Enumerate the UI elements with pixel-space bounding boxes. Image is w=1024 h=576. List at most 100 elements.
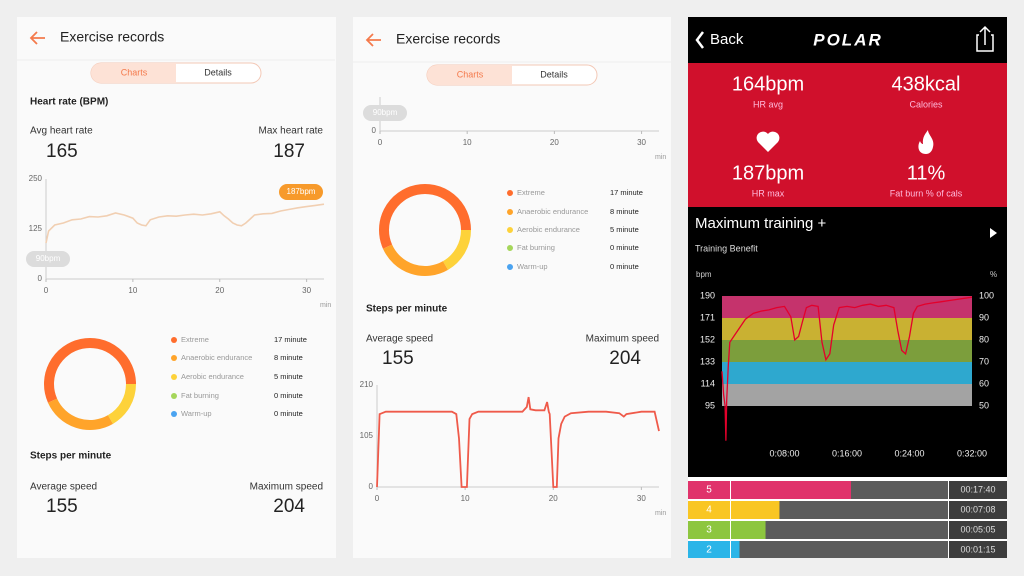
stat-value: 438kcal xyxy=(892,73,961,95)
legend-dot xyxy=(171,411,177,417)
stat-value: 155 xyxy=(382,348,414,369)
legend-dot xyxy=(507,245,513,251)
active-tab[interactable] xyxy=(91,63,176,83)
y2-axis-label: % xyxy=(990,270,997,279)
zone-time-cell xyxy=(949,501,1007,519)
zone-number: 5 xyxy=(706,485,712,496)
screen: Back POLAR 164bpm HR avg 438kcal Calories 187b… xyxy=(688,17,1007,558)
y2-tick-label: 100 xyxy=(979,290,994,300)
stat-label: Calories xyxy=(909,99,943,109)
y2-tick-label: 70 xyxy=(979,356,989,366)
y-tick-label: 114 xyxy=(701,378,715,388)
y2-tick-label: 80 xyxy=(979,334,989,344)
back-arrow[interactable] xyxy=(29,31,45,45)
back-button[interactable]: Back xyxy=(710,31,744,48)
legend-value: 5 minute xyxy=(274,372,303,381)
x-tick-label: 0:08:00 xyxy=(769,448,799,458)
y-tick-label: 95 xyxy=(705,400,715,410)
summary-bg xyxy=(688,63,1007,207)
x-tick-label: 0 xyxy=(378,138,383,147)
tab[interactable]: Details xyxy=(204,67,232,77)
y-axis-label: bpm xyxy=(696,270,712,279)
value-badge xyxy=(26,251,70,267)
legend-value: 17 minute xyxy=(274,335,307,344)
header-title: Exercise records xyxy=(396,31,500,47)
value-badge xyxy=(279,184,323,200)
legend-label: Warm-up xyxy=(517,262,548,271)
stat-label: Max heart rate xyxy=(259,126,324,137)
tab[interactable]: Charts xyxy=(121,67,148,77)
legend-dot xyxy=(171,374,177,380)
play-icon[interactable] xyxy=(990,228,997,238)
x-tick-label: 0:24:00 xyxy=(894,448,924,458)
stat-label: HR max xyxy=(752,188,785,198)
legend-value: 0 minute xyxy=(274,391,303,400)
x-tick-label: 30 xyxy=(302,286,311,295)
legend-label: Extreme xyxy=(517,188,545,197)
tab[interactable]: Details xyxy=(540,69,568,79)
x-tick-label: 20 xyxy=(549,494,558,503)
line-series xyxy=(45,203,325,244)
legend-value: 8 minute xyxy=(610,207,639,216)
brand-logo: POLAR xyxy=(813,30,883,49)
legend-value: 0 minute xyxy=(610,243,639,252)
x-tick-label: 10 xyxy=(461,494,470,503)
legend-label: Anaerobic endurance xyxy=(181,353,252,362)
zone-number: 2 xyxy=(706,545,712,556)
y2-tick-label: 90 xyxy=(979,312,989,322)
share-icon[interactable] xyxy=(976,25,994,52)
y-tick-label: 152 xyxy=(700,334,715,344)
stat-label: HR avg xyxy=(753,99,783,109)
zone-track xyxy=(731,501,948,519)
zone-number-cell xyxy=(688,481,730,499)
stat-value: 164bpm xyxy=(732,73,804,95)
zone-band xyxy=(722,362,972,384)
value-badge-text: 90bpm xyxy=(373,108,398,117)
stat-label: Average speed xyxy=(30,482,97,493)
back-arrow[interactable] xyxy=(365,33,381,47)
zone-number-cell xyxy=(688,541,730,558)
zone-number-cell xyxy=(688,501,730,519)
zone-bar xyxy=(731,541,740,558)
legend-dot xyxy=(171,337,177,343)
benefit-title: Maximum training + xyxy=(695,215,827,232)
y-tick-label: 125 xyxy=(29,224,43,233)
legend-label: Aerobic endurance xyxy=(517,225,580,234)
screen: Exercise records Charts Details Heart rate … xyxy=(17,17,336,558)
active-tab[interactable] xyxy=(427,65,512,85)
y-tick-label: 171 xyxy=(700,312,715,322)
value-badge xyxy=(363,105,407,121)
stat-value: 204 xyxy=(609,348,641,369)
zone-band xyxy=(722,340,972,362)
legend-value: 0 minute xyxy=(610,262,639,271)
donut-segment xyxy=(442,229,471,270)
stat-value: 187bpm xyxy=(732,162,804,184)
legend-dot xyxy=(507,190,513,196)
zone-band xyxy=(722,318,972,340)
y-tick-label: 0 xyxy=(369,482,374,491)
screen-bg xyxy=(353,17,671,558)
stat-value: 187 xyxy=(273,141,305,162)
stat-value: 155 xyxy=(46,496,78,517)
header-title: Exercise records xyxy=(60,29,164,45)
zone-number: 3 xyxy=(706,525,712,536)
zone-time: 00:07:08 xyxy=(960,504,995,514)
donut-segment xyxy=(47,398,113,430)
zone-time: 00:01:15 xyxy=(960,544,995,554)
x-tick-label: 30 xyxy=(637,138,646,147)
tab[interactable]: Charts xyxy=(457,69,484,79)
section-title: Heart rate (BPM) xyxy=(30,97,108,108)
x-tick-label: 10 xyxy=(128,286,137,295)
legend-dot xyxy=(507,209,513,215)
zone-number: 4 xyxy=(706,505,712,516)
donut-segment xyxy=(382,244,448,276)
legend-value: 17 minute xyxy=(610,188,643,197)
benefit-subtitle: Training Benefit xyxy=(695,243,758,253)
back-chevron[interactable] xyxy=(695,31,704,49)
legend-dot xyxy=(171,355,177,361)
donut-segment xyxy=(44,338,136,403)
flame-icon xyxy=(918,130,934,154)
y2-tick-label: 60 xyxy=(979,378,989,388)
zone-number-cell xyxy=(688,521,730,539)
